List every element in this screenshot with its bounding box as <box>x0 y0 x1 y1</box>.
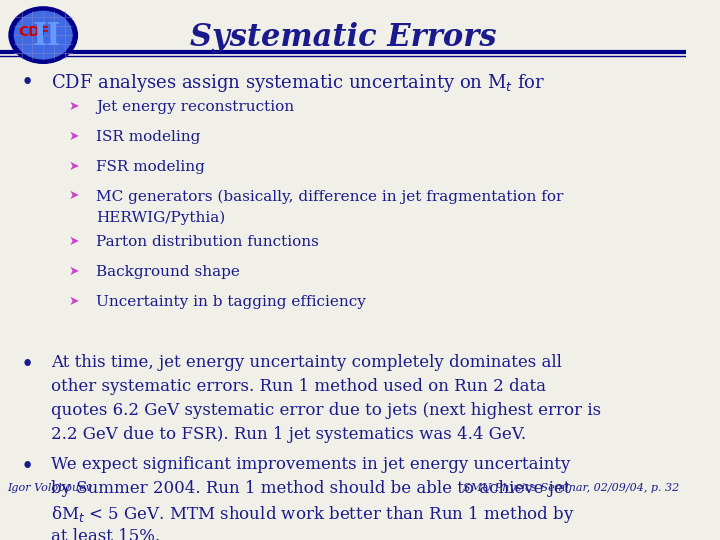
Text: HERWIG/Pythia): HERWIG/Pythia) <box>96 211 225 225</box>
Text: ➤: ➤ <box>68 295 79 308</box>
Ellipse shape <box>9 7 78 63</box>
Text: We expect significant improvements in jet energy uncertainty: We expect significant improvements in je… <box>51 456 571 473</box>
Text: by Summer 2004. Run 1 method should be able to achieve jet: by Summer 2004. Run 1 method should be a… <box>51 480 571 497</box>
Text: CDF analyses assign systematic uncertainty on M$_t$ for: CDF analyses assign systematic uncertain… <box>51 72 546 94</box>
Text: ISR modeling: ISR modeling <box>96 130 200 144</box>
Text: Igor Volobouev: Igor Volobouev <box>7 483 92 494</box>
Text: Systematic Errors: Systematic Errors <box>190 23 496 53</box>
Text: •: • <box>21 72 34 94</box>
Text: ➤: ➤ <box>68 100 79 113</box>
Text: FSR modeling: FSR modeling <box>96 159 205 173</box>
Text: Parton distribution functions: Parton distribution functions <box>96 235 319 249</box>
Text: SMU Physics Seminar, 02/09/04, p. 32: SMU Physics Seminar, 02/09/04, p. 32 <box>463 483 679 494</box>
Ellipse shape <box>14 11 72 59</box>
Text: Background shape: Background shape <box>96 265 240 279</box>
Text: 2.2 GeV due to FSR). Run 1 jet systematics was 4.4 GeV.: 2.2 GeV due to FSR). Run 1 jet systemati… <box>51 426 526 443</box>
Text: •: • <box>21 456 34 478</box>
Text: ➤: ➤ <box>68 235 79 248</box>
Text: at least 15%.: at least 15%. <box>51 528 161 540</box>
Text: ➤: ➤ <box>68 190 79 202</box>
Text: Jet energy reconstruction: Jet energy reconstruction <box>96 100 294 114</box>
Text: MC generators (basically, difference in jet fragmentation for: MC generators (basically, difference in … <box>96 190 564 204</box>
Text: ➤: ➤ <box>68 130 79 143</box>
Text: Uncertainty in b tagging efficiency: Uncertainty in b tagging efficiency <box>96 295 366 309</box>
Text: •: • <box>21 354 34 376</box>
Text: ➤: ➤ <box>68 159 79 172</box>
Text: δM$_t$ < 5 GeV. MTM should work better than Run 1 method by: δM$_t$ < 5 GeV. MTM should work better t… <box>51 504 575 525</box>
Text: quotes 6.2 GeV systematic error due to jets (next highest error is: quotes 6.2 GeV systematic error due to j… <box>51 402 602 418</box>
Text: At this time, jet energy uncertainty completely dominates all: At this time, jet energy uncertainty com… <box>51 354 562 371</box>
Text: other systematic errors. Run 1 method used on Run 2 data: other systematic errors. Run 1 method us… <box>51 378 546 395</box>
Text: ➤: ➤ <box>68 265 79 278</box>
Text: II: II <box>32 21 61 52</box>
Text: CDF: CDF <box>18 25 49 39</box>
